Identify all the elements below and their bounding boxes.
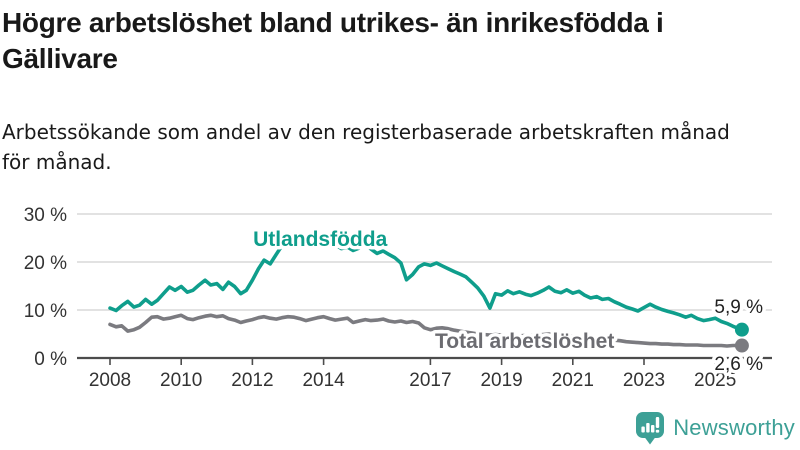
y-tick-label-10: 10 % [24, 301, 67, 322]
x-tick-label-2010: 2010 [160, 370, 202, 391]
newsworthy-logo: Newsworthy [635, 410, 795, 446]
series-label-1: Total arbetslöshet [435, 330, 614, 353]
y-tick-label-20: 20 % [24, 253, 67, 274]
x-tick-label-2021: 2021 [552, 370, 594, 391]
chart-title: Högre arbetslöshet bland utrikes- än inr… [2, 5, 664, 77]
series-line-1 [108, 313, 744, 348]
newsworthy-wordmark: Newsworthy [673, 415, 795, 440]
x-tick-label-2025: 2025 [694, 370, 736, 391]
x-tick-label-2008: 2008 [89, 370, 131, 391]
x-tick-label-2017: 2017 [409, 370, 451, 391]
chart-svg: 0 % 10 % 20 % 30 % 2008 2010 2012 2014 2017 2019 2… [24, 205, 772, 391]
x-tick-label-2023: 2023 [623, 370, 665, 391]
chart-subtitle-line-2: för månad. [2, 150, 112, 174]
series-label-0: Utlandsfödda [253, 228, 387, 251]
end-dot-0 [734, 322, 749, 337]
end-value-label-1: 2,6 % [714, 354, 763, 375]
x-tick-label-2012: 2012 [231, 370, 273, 391]
chart-subtitle-line-1: Arbetssökande som andel av den registerb… [2, 120, 730, 144]
x-tick-label-2019: 2019 [480, 370, 522, 391]
y-tick-label-30: 30 % [24, 205, 67, 226]
newsworthy-bars-icon [636, 412, 665, 445]
end-value-label-0: 5,9 % [714, 297, 763, 318]
chart-subtitle: Arbetssökande som andel av den registerb… [2, 117, 730, 177]
x-tick-label-2014: 2014 [302, 370, 345, 391]
end-dot-1 [734, 338, 749, 353]
chart-title-line-1: Högre arbetslöshet bland utrikes- än inr… [2, 7, 664, 38]
chart-title-line-2: Gällivare [2, 43, 118, 74]
series-line-0 [108, 234, 744, 332]
y-tick-label-0: 0 % [34, 349, 67, 370]
